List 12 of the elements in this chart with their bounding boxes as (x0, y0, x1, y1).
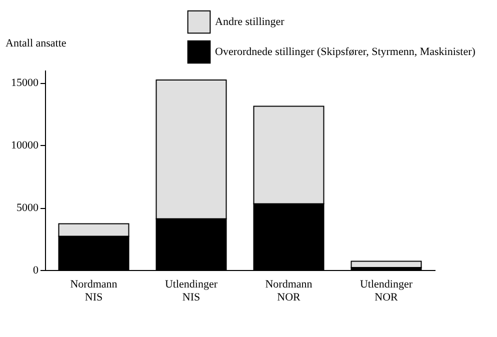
y-tick-label: 0 (33, 264, 39, 276)
y-axis-title: Antall ansatte (6, 38, 66, 50)
legend-label: Overordnede stillinger (Skipsfører, Styrmenn, Maskinister) (215, 46, 476, 58)
x-tick-label: Utlendinger NOR (360, 278, 413, 304)
y-tick-label: 15000 (11, 77, 39, 89)
x-tick-label: Utlendinger NIS (164, 278, 218, 304)
bar (350, 260, 422, 268)
x-tick-label: Nordmann NIS (70, 278, 118, 304)
x-tick-label: Nordmann NOR (265, 278, 313, 304)
y-tick-label: 5000 (16, 202, 39, 214)
legend-label: Andre stillinger (215, 16, 285, 28)
y-tick-label: 10000 (11, 140, 39, 152)
